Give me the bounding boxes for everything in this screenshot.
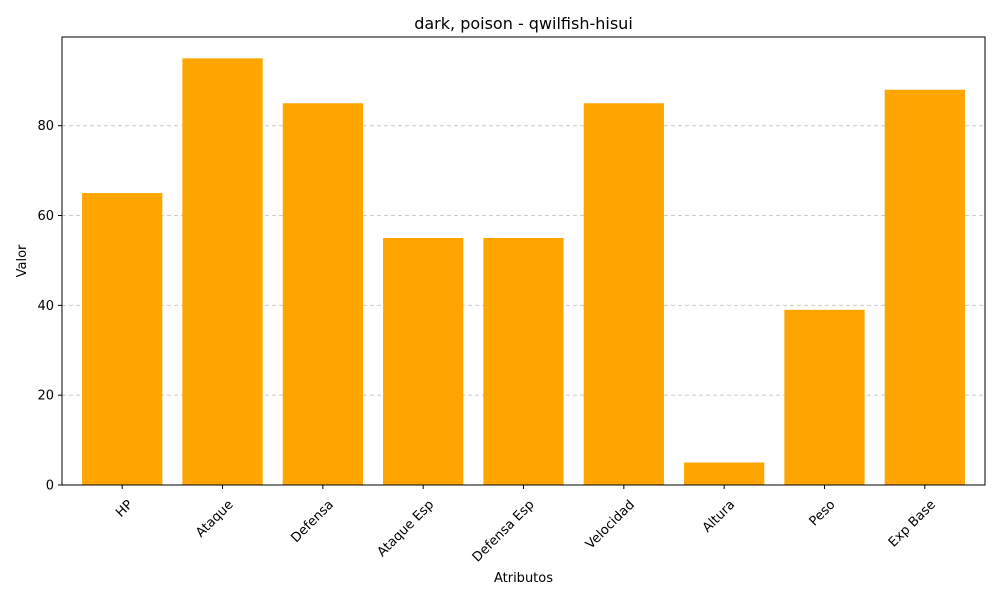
bar-ataque xyxy=(182,58,263,485)
bar-peso xyxy=(784,309,865,485)
bar-hp xyxy=(82,193,163,485)
bar-defensa-esp xyxy=(483,237,564,485)
x-axis-label: Atributos xyxy=(494,571,553,586)
x-tick-label-peso: Peso xyxy=(807,497,839,529)
x-tick-label-velocidad: Velocidad xyxy=(583,497,638,552)
x-tick-label-defensa-esp: Defensa Esp xyxy=(470,497,538,565)
bar-defensa xyxy=(282,103,363,486)
y-tick-label-80: 80 xyxy=(37,119,54,134)
x-tick-label-exp-base: Exp Base xyxy=(886,497,939,550)
y-tick-label-0: 0 xyxy=(46,479,54,494)
y-tick-label-40: 40 xyxy=(37,299,54,314)
bar-ataque-esp xyxy=(383,237,464,485)
y-tick-label-20: 20 xyxy=(37,389,54,404)
bar-exp-base xyxy=(884,89,965,486)
bar-velocidad xyxy=(583,103,664,486)
x-tick-label-altura: Altura xyxy=(700,497,738,535)
bar-altura xyxy=(684,462,765,485)
x-axis: HP Ataque Defensa Ataque Esp Defensa Esp Velo… xyxy=(113,485,939,565)
x-tick-label-ataque-esp: Ataque Esp xyxy=(375,497,438,560)
bars xyxy=(82,58,965,486)
y-axis: 0 20 40 60 80 xyxy=(37,119,62,494)
y-tick-label-60: 60 xyxy=(37,209,54,224)
x-tick-label-ataque: Ataque xyxy=(193,497,236,540)
x-tick-label-defensa: Defensa xyxy=(288,497,336,545)
chart-title: dark, poison - qwilfish-hisui xyxy=(414,14,633,33)
y-axis-label: Valor xyxy=(15,244,30,277)
x-tick-label-hp: HP xyxy=(113,497,136,520)
